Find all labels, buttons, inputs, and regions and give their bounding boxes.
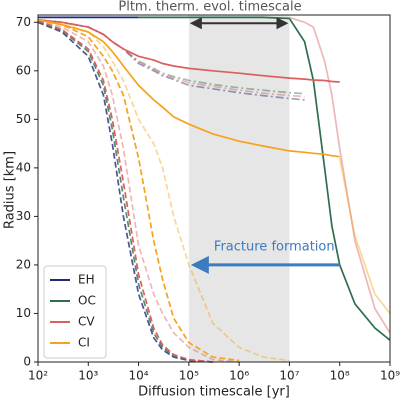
chart-title: Pltm. therm. evol. timescale <box>118 0 301 15</box>
x-tick-label: 10⁵ <box>179 369 199 383</box>
y-tick-label: 70 <box>16 15 31 29</box>
series-line <box>289 16 391 334</box>
plot-frame <box>37 14 391 363</box>
x-axis-label: Diffusion timescale [yr] <box>138 385 290 400</box>
y-tick-label: 60 <box>16 63 31 77</box>
y-tick-label: 0 <box>23 355 31 369</box>
y-tick-label: 40 <box>16 160 31 174</box>
series-line <box>138 16 391 341</box>
series-line <box>37 19 240 362</box>
series-line <box>338 158 391 315</box>
x-tick-label: 10⁴ <box>129 369 149 383</box>
series-line <box>37 21 213 363</box>
x-tick-label: 10⁸ <box>330 369 350 383</box>
series-line <box>37 19 240 363</box>
series-line <box>37 19 340 158</box>
series-line <box>37 19 290 362</box>
x-tick-label: 10⁷ <box>279 369 299 383</box>
y-tick-label: 20 <box>16 257 31 271</box>
shade-region <box>188 15 290 362</box>
x-tick-label: 10³ <box>78 369 98 383</box>
legend-label: CV <box>78 315 95 329</box>
y-tick-label: 30 <box>16 209 31 223</box>
legend-label: EH <box>78 273 95 287</box>
x-tick-label: 10² <box>28 369 48 383</box>
legend-label: OC <box>78 294 96 308</box>
y-axis-label: Radius [km] <box>3 151 18 229</box>
series-line <box>37 19 305 98</box>
annotation: Fracture formation <box>214 239 335 254</box>
legend-box <box>43 265 107 359</box>
y-tick-label: 10 <box>16 306 31 320</box>
legend-label: CI <box>78 336 90 350</box>
series-line <box>37 19 340 83</box>
series-line <box>37 20 213 363</box>
x-tick-label: 10⁹ <box>380 369 400 383</box>
y-tick-label: 50 <box>16 112 31 126</box>
x-tick-label: 10⁶ <box>229 369 249 383</box>
